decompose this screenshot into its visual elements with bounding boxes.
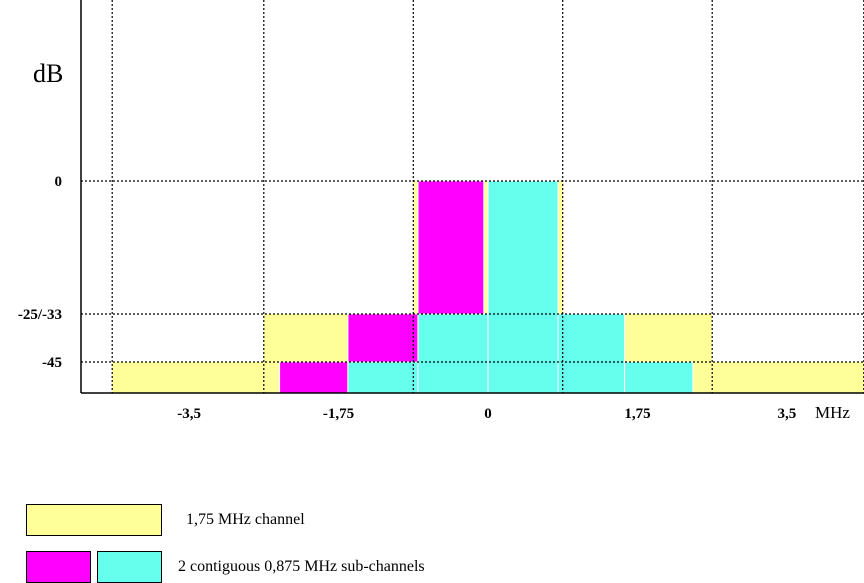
bar-sub-channel-right-0 — [347, 361, 419, 394]
x-tick-label: 0 — [484, 406, 492, 422]
y-axis-label: dB — [33, 59, 63, 88]
x-tick-label: -1,75 — [323, 406, 354, 422]
tick-labels: -3,5 -1,75 0 1,75 3,5 0 -25/-33 -45 — [18, 174, 796, 422]
bar-sub-channel-left-0 — [279, 361, 349, 394]
bar-sub-channel-right-1 — [417, 313, 489, 394]
bar-channel-0 — [112, 362, 264, 393]
bar-channel-4 — [712, 362, 864, 393]
legend-swatch-sub-channel-left — [26, 551, 91, 583]
legend-label-channel: 1,75 MHz channel — [186, 511, 305, 528]
x-tick-label: -3,5 — [177, 406, 201, 422]
legend-swatch-channel — [26, 504, 162, 536]
legend-row-channel: 1,75 MHz channel — [26, 504, 305, 536]
bar-sub-channel-right-4 — [624, 361, 694, 394]
chart-bars — [112, 180, 864, 394]
x-tick-label: 1,75 — [624, 406, 650, 422]
bar-sub-channel-right-2 — [487, 180, 559, 394]
x-axis-label: MHz — [815, 403, 850, 422]
legend-swatch-sub-channel-right — [97, 551, 162, 583]
y-tick-label: -25/-33 — [18, 307, 62, 323]
x-tick-label: 3,5 — [778, 406, 797, 422]
spectrum-mask-chart: -3,5 -1,75 0 1,75 3,5 0 -25/-33 -45 dB MHz — [18, 0, 864, 422]
y-tick-label: -45 — [42, 355, 62, 371]
legend-label-sub-channels: 2 contiguous 0,875 MHz sub-channels — [178, 558, 425, 575]
y-tick-label: 0 — [55, 174, 63, 190]
axes — [80, 0, 864, 394]
legend-row-sub-channels: 2 contiguous 0,875 MHz sub-channels — [26, 551, 425, 583]
bar-sub-channel-right-3 — [557, 313, 626, 394]
